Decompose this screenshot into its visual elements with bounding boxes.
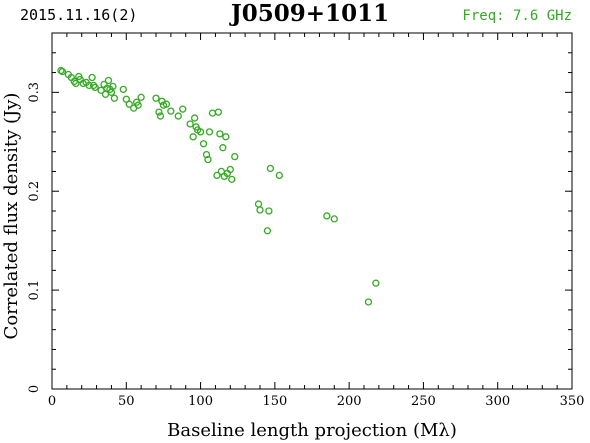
data-point (254, 200, 263, 208)
axis-ticks (51, 32, 573, 390)
data-point (190, 114, 199, 122)
x-axis-label: Baseline length projection (Mλ) (167, 420, 457, 441)
frequency-label: Freq: 7.6 GHz (462, 8, 572, 24)
data-point (222, 133, 230, 141)
observation-date: 2015.11.16(2) (20, 6, 137, 24)
data-point (214, 108, 223, 116)
data-point (196, 128, 205, 136)
data-point (72, 79, 80, 88)
x-tick-label: 300 (485, 394, 510, 409)
data-point (265, 207, 273, 215)
data-point (179, 105, 187, 113)
data-point (256, 206, 264, 214)
data-point (199, 140, 208, 148)
plot-frame (51, 32, 573, 390)
y-tick-label: 0.1 (27, 280, 42, 301)
x-tick-label: 150 (262, 394, 287, 409)
x-tick-label: 250 (411, 394, 436, 409)
data-point (134, 101, 142, 109)
data-point (119, 85, 127, 94)
data-point (213, 171, 221, 180)
data-point (204, 155, 212, 164)
y-tick-label: 0 (27, 385, 42, 393)
chart-title: J0509+1011 (229, 0, 389, 27)
data-point (202, 150, 211, 159)
y-tick-labels: 0 0.1 0.2 0.3 (27, 82, 42, 393)
data-point (186, 120, 194, 128)
data-point (125, 100, 133, 108)
x-tick-label: 200 (337, 394, 362, 409)
data-point (266, 164, 275, 173)
data-points (57, 66, 380, 306)
data-point (152, 94, 160, 102)
data-point (231, 152, 239, 161)
data-point (330, 215, 338, 223)
x-tick-label: 50 (118, 394, 135, 409)
data-point (228, 175, 236, 184)
data-point (205, 128, 214, 136)
data-point (91, 83, 99, 92)
y-tick-label: 0.3 (27, 82, 42, 103)
y-axis-label: Correlated flux density (Jy) (1, 93, 22, 340)
x-tick-label: 100 (188, 394, 213, 409)
data-point (226, 165, 234, 174)
data-point (167, 107, 175, 115)
data-point (323, 212, 331, 220)
data-point (88, 73, 96, 82)
data-point (104, 76, 113, 85)
data-point (58, 67, 67, 76)
data-point (110, 94, 119, 102)
data-point (263, 227, 272, 235)
y-tick-label: 0.2 (27, 181, 42, 202)
x-tick-label: 0 (48, 394, 56, 409)
data-point (219, 144, 227, 152)
data-point (189, 133, 197, 141)
data-point (109, 82, 117, 91)
data-point (208, 109, 217, 117)
data-point (162, 100, 171, 108)
data-point (364, 298, 373, 306)
x-tick-label: 350 (560, 394, 585, 409)
data-point (156, 112, 165, 120)
data-point (174, 112, 182, 120)
data-point (101, 90, 110, 98)
data-point (155, 108, 163, 116)
data-point (137, 93, 145, 101)
data-point (372, 279, 380, 287)
data-point (275, 171, 283, 180)
x-tick-labels: 0 50 100 150 200 250 300 350 (48, 394, 585, 409)
data-point (216, 130, 224, 138)
